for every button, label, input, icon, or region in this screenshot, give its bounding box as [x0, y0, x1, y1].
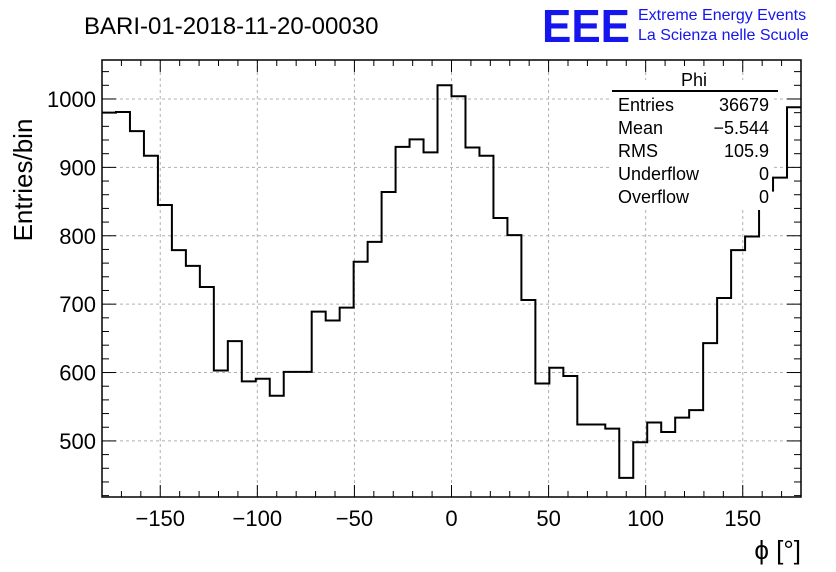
stats-row-value: 0	[759, 187, 769, 207]
stats-row-label: Overflow	[618, 187, 690, 207]
stats-row-value: 105.9	[724, 141, 769, 161]
stats-row-label: Entries	[618, 95, 674, 115]
x-tick-label: −150	[135, 506, 185, 531]
stats-box: Phi Entries 36679 Mean −5.544 RMS 105.9 Underf…	[612, 70, 778, 210]
stats-row-label: Underflow	[618, 164, 700, 184]
x-tick-label: 0	[445, 506, 457, 531]
y-axis-title: Entries/bin	[8, 119, 38, 242]
y-tick-label: 700	[59, 292, 96, 317]
x-tick-label: 150	[724, 506, 761, 531]
y-tick-label: 600	[59, 361, 96, 386]
x-tick-labels: −150 −100 −50 0 50 100 150	[135, 506, 761, 531]
stats-row-label: RMS	[618, 141, 658, 161]
y-tick-label: 500	[59, 429, 96, 454]
run-title: BARI-01-2018-11-20-00030	[84, 13, 378, 40]
x-tick-label: 100	[627, 506, 664, 531]
y-tick-label: 800	[59, 224, 96, 249]
logo-subtitle-line2: La Scienza nelle Scuole	[638, 27, 809, 44]
x-axis-title: ϕ [°]	[754, 535, 801, 565]
y-tick-label: 1000	[47, 87, 96, 112]
stats-row-label: Mean	[618, 118, 663, 138]
x-tick-label: 50	[536, 506, 560, 531]
stats-row-value: −5.544	[713, 118, 769, 138]
logo-subtitle-line1: Extreme Energy Events	[638, 7, 806, 24]
stats-row-value: 0	[759, 164, 769, 184]
x-tick-label: −100	[233, 506, 283, 531]
x-tick-label: −50	[336, 506, 373, 531]
stats-title: Phi	[681, 70, 707, 90]
y-tick-labels: 500 600 700 800 900 1000	[47, 87, 96, 454]
y-tick-label: 900	[59, 155, 96, 180]
eee-logo: EEE	[542, 0, 630, 52]
stats-row-value: 36679	[719, 95, 769, 115]
